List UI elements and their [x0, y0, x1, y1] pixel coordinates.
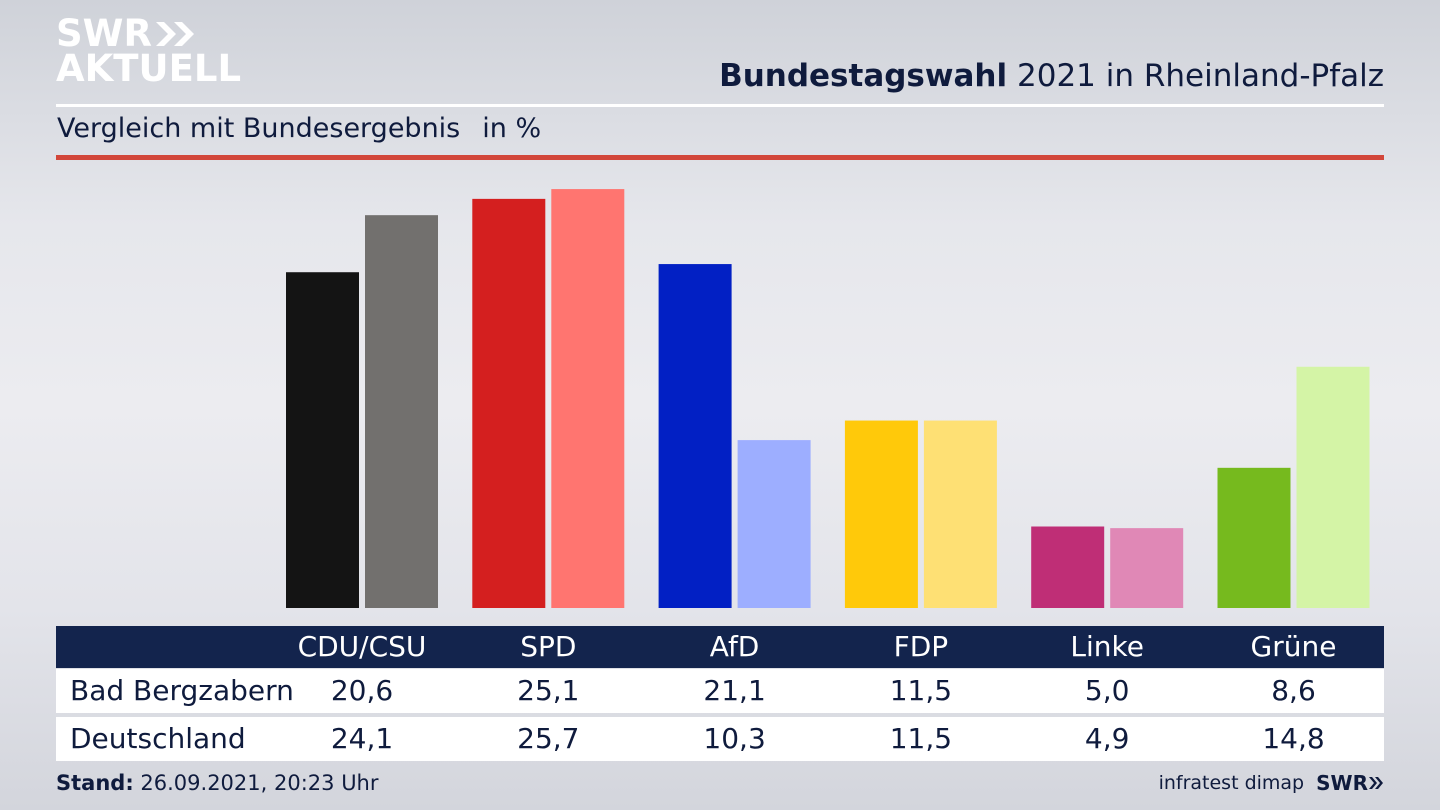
bar-spd-deutschland	[551, 189, 625, 608]
bar-gr-ne-deutschland	[1296, 366, 1370, 608]
stand-value: 26.09.2021, 20:23 Uhr	[140, 771, 379, 795]
bar-fdp-deutschland	[923, 420, 997, 608]
bar-cdu-csu-bad-bergzabern	[286, 272, 359, 608]
value-cell-linke-deutschland: 4,9	[1084, 722, 1130, 755]
bar-cdu-csu-deutschland	[365, 215, 438, 609]
table-row-bad-bergzabern: Bad Bergzabern 20,6 25,1 21,1 11,5 5,0 8,6	[56, 669, 1384, 713]
column-header-afd: AfD	[709, 630, 760, 663]
row-label: Bad Bergzabern	[70, 674, 294, 707]
value-cell-afd-bad-bergzabern: 21,1	[703, 674, 766, 707]
page-title: Bundestagswahl 2021 in Rheinland-Pfalz	[719, 58, 1384, 94]
title-rest: 2021 in Rheinland-Pfalz	[1017, 58, 1384, 94]
value-cell-fdp-deutschland: 11,5	[889, 722, 953, 755]
value-cell-linke-bad-bergzabern: 5,0	[1084, 674, 1130, 707]
value-cell-afd-deutschland: 10,3	[703, 722, 766, 755]
double-chevron-icon	[1369, 777, 1383, 789]
value-cell-cdu-csu-bad-bergzabern: 20,6	[330, 674, 394, 707]
results-table: CDU/CSU SPD AfD FDP Linke Grüne Bad Bergzaber…	[56, 626, 1384, 761]
column-header-gr-ne: Grüne	[1250, 630, 1337, 663]
title-bold: Bundestagswahl	[719, 58, 1008, 94]
stand-label: Stand:	[56, 771, 134, 795]
bar-afd-bad-bergzabern	[658, 264, 732, 608]
swr-footer-logo: SWR	[1316, 771, 1368, 795]
value-cell-spd-bad-bergzabern: 25,1	[517, 674, 580, 707]
column-header-linke: Linke	[1070, 630, 1144, 663]
bar-linke-deutschland	[1110, 528, 1184, 608]
bar-gr-ne-bad-bergzabern	[1217, 467, 1291, 608]
swr-aktuell-logo: SWR AKTUELL	[56, 12, 242, 90]
logo-text-swr: SWR	[56, 12, 152, 55]
source-credit: infratest dimap SWR	[1159, 771, 1384, 795]
column-header-cdu-csu: CDU/CSU	[297, 630, 427, 663]
value-cell-gr-ne-deutschland: 14,8	[1262, 722, 1325, 755]
unit-label: in %	[482, 113, 542, 144]
subtitle-text: Vergleich mit Bundesergebnis	[57, 113, 461, 144]
subtitle: Vergleich mit Bundesergebnis in %	[57, 113, 541, 144]
header-divider	[56, 104, 1384, 107]
bar-linke-bad-bergzabern	[1031, 526, 1105, 608]
bar-fdp-bad-bergzabern	[844, 420, 918, 608]
bar-afd-deutschland	[737, 440, 811, 608]
bar-spd-bad-bergzabern	[472, 198, 546, 608]
logo-text-aktuell: AKTUELL	[56, 47, 242, 90]
timestamp: Stand: 26.09.2021, 20:23 Uhr	[56, 771, 379, 795]
value-cell-gr-ne-bad-bergzabern: 8,6	[1271, 674, 1316, 707]
value-cell-fdp-bad-bergzabern: 11,5	[889, 674, 953, 707]
table-header: CDU/CSU SPD AfD FDP Linke Grüne	[56, 626, 1384, 668]
row-label: Deutschland	[70, 722, 246, 755]
source-text: infratest dimap	[1158, 772, 1305, 794]
column-header-fdp: FDP	[893, 630, 949, 663]
table-row-deutschland: Deutschland 24,1 25,7 10,3 11,5 4,9 14,8	[56, 717, 1384, 761]
double-chevron-icon	[155, 21, 194, 46]
value-cell-spd-deutschland: 25,7	[517, 722, 580, 755]
value-cell-cdu-csu-deutschland: 24,1	[330, 722, 394, 755]
column-header-spd: SPD	[520, 630, 577, 663]
accent-divider	[56, 155, 1384, 160]
